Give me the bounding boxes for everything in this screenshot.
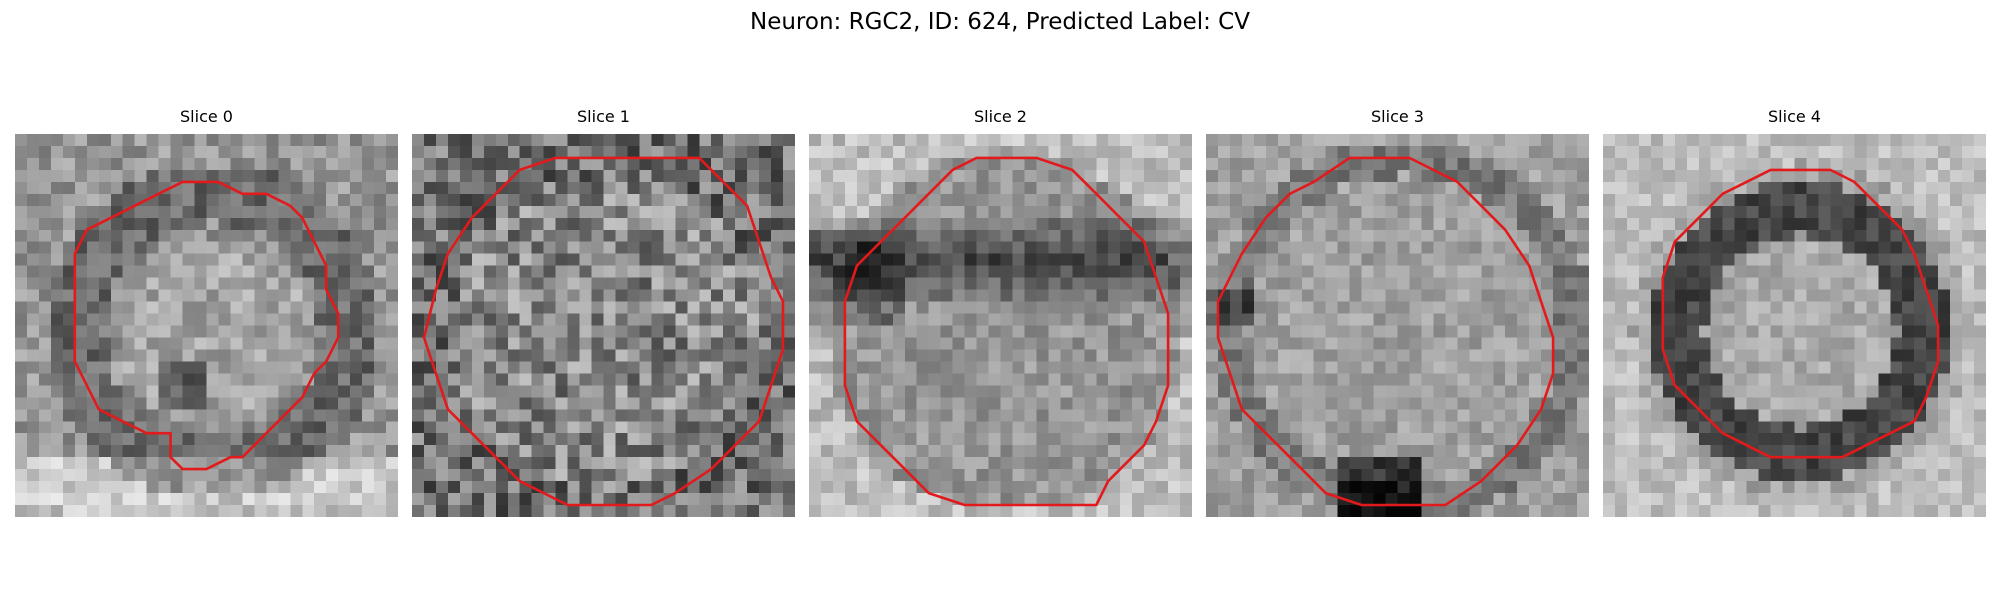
slice-title: Slice 4 bbox=[1768, 107, 1821, 126]
slice-image bbox=[412, 134, 795, 517]
image-pixels bbox=[412, 134, 795, 517]
slice-image bbox=[1603, 134, 1986, 517]
segmentation-contour bbox=[1661, 168, 1940, 459]
figure-title: Neuron: RGC2, ID: 624, Predicted Label: … bbox=[750, 9, 1250, 35]
segmentation-contour bbox=[73, 180, 340, 471]
segmentation-contour bbox=[422, 156, 785, 507]
segmentation-contour bbox=[843, 156, 1170, 507]
slice-title: Slice 2 bbox=[974, 107, 1027, 126]
slice-image bbox=[15, 134, 398, 517]
segmentation-contour bbox=[1216, 156, 1555, 507]
slice-title: Slice 0 bbox=[180, 107, 233, 126]
slice-title: Slice 1 bbox=[577, 107, 630, 126]
slice-image bbox=[809, 134, 1192, 517]
image-pixels bbox=[15, 134, 398, 517]
image-pixels bbox=[1603, 134, 1986, 517]
slice-title: Slice 3 bbox=[1371, 107, 1424, 126]
image-pixels bbox=[809, 134, 1192, 517]
slice-image bbox=[1206, 134, 1589, 517]
image-pixels bbox=[1206, 134, 1589, 517]
